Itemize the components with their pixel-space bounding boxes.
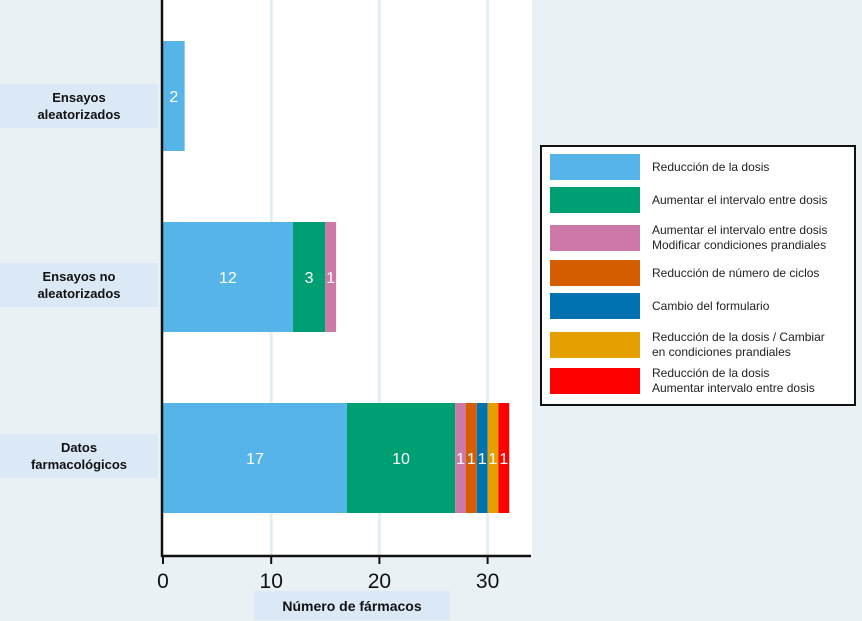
legend-label: Reducción de la dosis Aumentar intervalo…: [652, 366, 815, 395]
bar-segment: [292, 222, 326, 332]
legend-item: Aumentar el intervalo entre dosis Modifi…: [550, 223, 852, 253]
data-label: 1: [489, 451, 498, 468]
category-label-0: Ensayos aleatorizados: [0, 84, 158, 128]
bar-segment: [465, 403, 477, 513]
legend-item: Cambio del formulario: [550, 293, 852, 319]
legend-swatch: [550, 187, 640, 213]
legend-swatch: [550, 225, 640, 251]
category-label-2: Datos farmacológicos: [0, 434, 158, 478]
bar-segment: [163, 403, 347, 513]
legend-item: Reducción de número de ciclos: [550, 260, 852, 286]
legend-swatch: [550, 368, 640, 394]
category-label-line: Datos: [60, 440, 98, 455]
data-label: 10: [392, 451, 410, 468]
bar-segment: [163, 222, 293, 332]
legend-label: Reducción de la dosis / Cambiar en condi…: [652, 330, 825, 359]
x-axis-title: Número de fármacos: [254, 591, 450, 620]
data-label: 1: [499, 451, 508, 468]
data-label: 3: [305, 270, 314, 287]
category-label-line: Ensayos: [52, 90, 106, 105]
bar-segment: [498, 403, 510, 513]
data-label: 1: [467, 451, 476, 468]
legend-swatch: [550, 293, 640, 319]
data-label: 17: [246, 451, 264, 468]
bar-segment: [325, 222, 337, 332]
legend-label: Reducción de la dosis: [652, 159, 770, 174]
category-label-line: aleatorizados: [37, 286, 121, 301]
bar-segment: [487, 403, 499, 513]
data-label: 2: [169, 89, 178, 106]
data-label: 1: [478, 451, 487, 468]
legend-item: Aumentar el intervalo entre dosis: [550, 187, 852, 213]
legend-swatch: [550, 260, 640, 286]
legend-label: Aumentar el intervalo entre dosis: [652, 192, 828, 207]
legend: Reducción de la dosis Aumentar el interva…: [540, 145, 856, 406]
legend-item: Reducción de la dosis Aumentar intervalo…: [550, 366, 852, 396]
category-label-line: Ensayos no: [42, 269, 116, 284]
legend-label: Reducción de número de ciclos: [652, 265, 820, 280]
data-label: 1: [326, 270, 335, 287]
x-tick-label: 30: [476, 570, 499, 593]
data-label: 12: [219, 270, 237, 287]
category-label-line: farmacológicos: [30, 457, 128, 472]
x-tick-label: 20: [368, 570, 391, 593]
category-label-text: Ensayos no aleatorizados: [24, 268, 134, 302]
bar-segment: [455, 403, 466, 513]
legend-item: Reducción de la dosis: [550, 154, 852, 180]
legend-swatch: [550, 154, 640, 180]
category-label-text: Ensayos aleatorizados: [24, 89, 134, 123]
category-label-1: Ensayos no aleatorizados: [0, 263, 158, 307]
x-tick-label: 10: [260, 570, 283, 593]
bar-segment: [163, 41, 185, 151]
legend-swatch: [550, 332, 640, 358]
legend-item: Reducción de la dosis / Cambiar en condi…: [550, 330, 852, 360]
data-label: 1: [456, 451, 465, 468]
legend-label: Aumentar el intervalo entre dosis Modifi…: [652, 223, 828, 252]
category-label-line: aleatorizados: [37, 107, 121, 122]
bar-segment: [476, 403, 488, 513]
category-label-text: Datos farmacológicos: [24, 439, 134, 473]
bar-segment: [346, 403, 456, 513]
legend-label: Cambio del formulario: [652, 298, 770, 313]
x-tick-label: 0: [157, 570, 169, 593]
